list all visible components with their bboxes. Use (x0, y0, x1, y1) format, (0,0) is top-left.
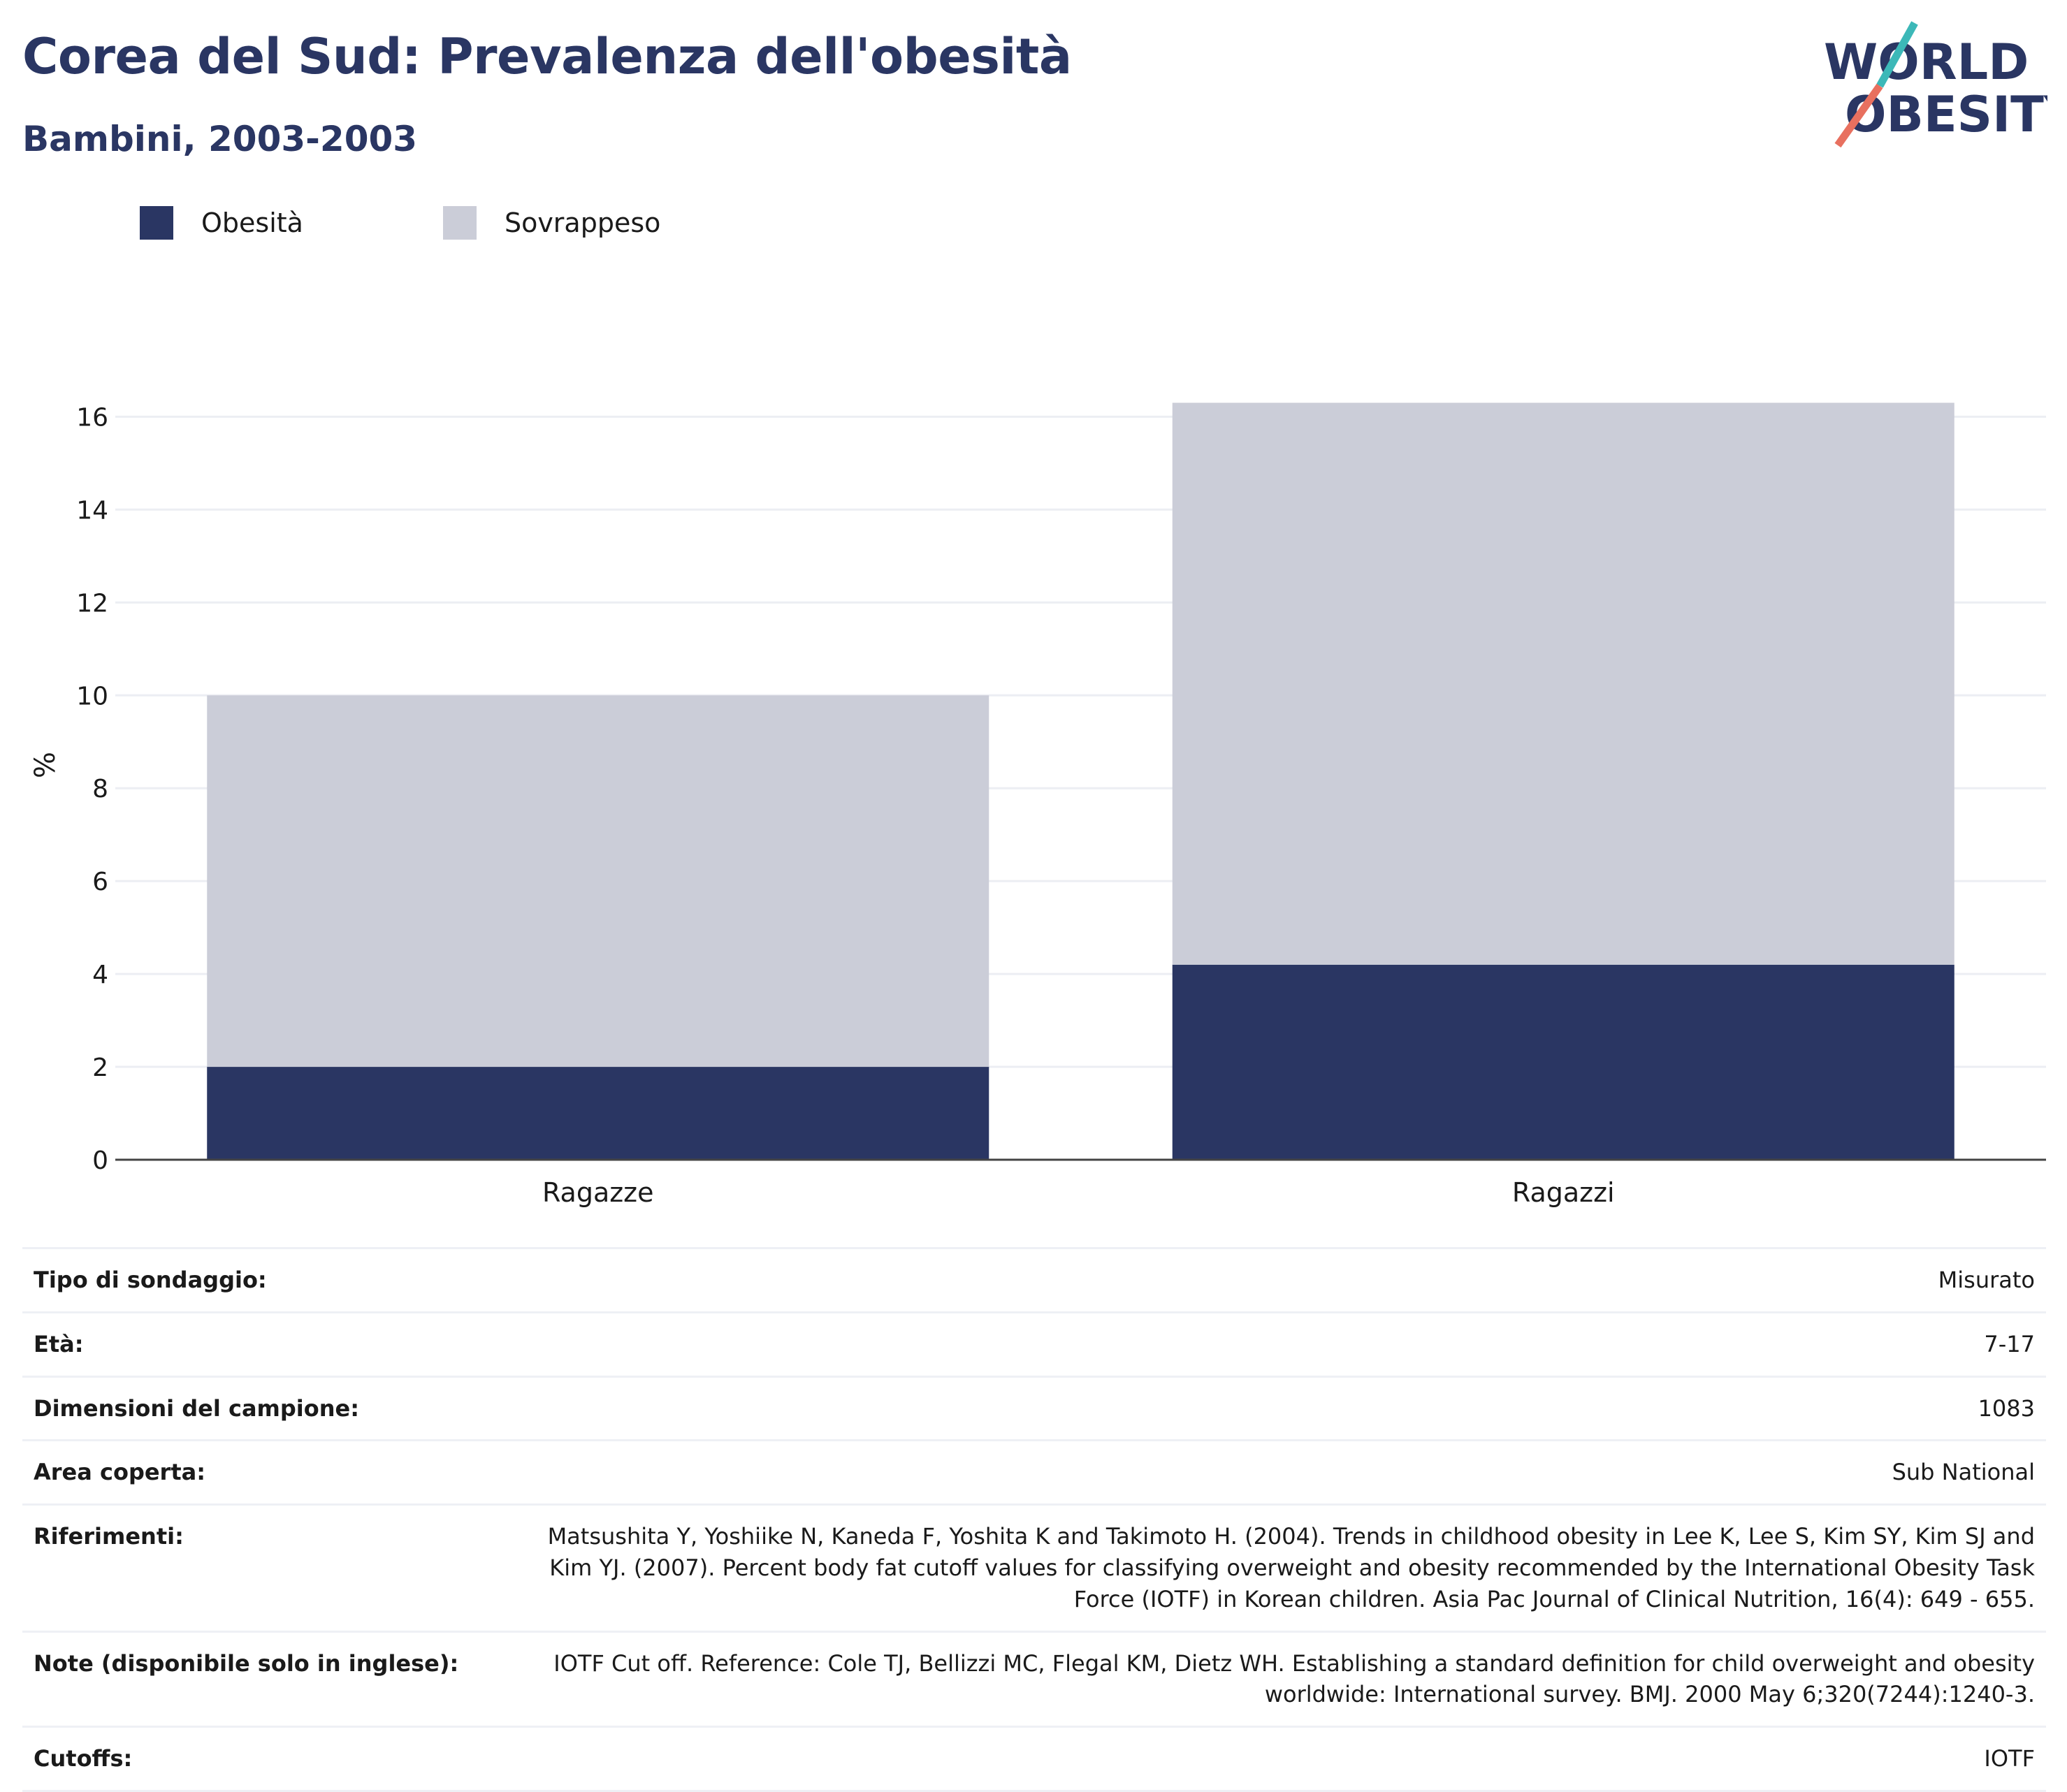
y-tick-label: 2 (92, 1054, 108, 1082)
world-obesity-logo: WORLD OBESITY (1824, 21, 2047, 148)
info-row: Riferimenti: Matsushita Y, Yoshiike N, Ka… (22, 1503, 2046, 1632)
x-tick-label: Ragazzi (1512, 1177, 1615, 1208)
logo-slash-teal (1876, 21, 1918, 88)
info-value: 7-17 (534, 1311, 2046, 1377)
logo-slash-coral (1834, 83, 1883, 148)
info-label: Area coperta: (22, 1439, 534, 1505)
info-label: Età: (22, 1311, 534, 1377)
info-row: Dimensioni del campione: 1083 (22, 1375, 2046, 1441)
y-tick-label: 14 (76, 496, 108, 525)
y-tick-label: 10 (76, 682, 108, 711)
legend-label-obesity: Obesità (201, 207, 303, 238)
bar-overweight (1172, 402, 1954, 965)
info-value: 1083 (534, 1375, 2046, 1441)
info-value: Sub National (534, 1439, 2046, 1505)
legend-item-obesity[interactable]: Obesità (140, 206, 303, 240)
bar-obesity (207, 1067, 989, 1160)
info-row: Cutoffs: IOTF (22, 1726, 2046, 1792)
info-label: Cutoffs: (22, 1726, 534, 1792)
survey-info-table: Tipo di sondaggio: Misurato Età: 7-17 Dimens… (22, 1247, 2046, 1792)
legend-label-overweight: Sovrappeso (504, 207, 661, 238)
info-row: Area coperta: Sub National (22, 1439, 2046, 1505)
chart-legend: Obesità Sovrappeso (140, 206, 800, 240)
y-tick-label: 8 (92, 775, 108, 803)
info-label: Dimensioni del campione: (22, 1375, 534, 1441)
x-tick-label: Ragazze (542, 1177, 654, 1208)
info-value: Misurato (534, 1247, 2046, 1313)
y-tick-label: 6 (92, 868, 108, 896)
y-axis-ticks: 0 2 4 6 8 10 12 14 16 (76, 403, 108, 1175)
x-axis-ticks: Ragazze Ragazzi (542, 1177, 1615, 1208)
info-value: IOTF (534, 1726, 2046, 1792)
chart-title: Corea del Sud: Prevalenza dell'obesità (22, 28, 1072, 85)
logo-word-world: WORLD (1824, 34, 2029, 91)
bar-chart: 0 2 4 6 8 10 12 14 16 Ragazze Ragazzi % (29, 402, 2046, 1208)
info-row: Tipo di sondaggio: Misurato (22, 1247, 2046, 1313)
bar-obesity (1172, 964, 1954, 1160)
y-tick-label: 12 (76, 589, 108, 618)
y-tick-label: 0 (92, 1146, 108, 1175)
y-tick-label: 16 (76, 403, 108, 432)
y-axis-label: % (29, 752, 61, 778)
info-label: Riferimenti: (22, 1503, 534, 1632)
chart-subtitle: Bambini, 2003-2003 (22, 119, 418, 159)
info-row: Note (disponibile solo in inglese): IOTF … (22, 1630, 2046, 1727)
bars (207, 402, 1954, 1160)
info-label: Note (disponibile solo in inglese): (22, 1630, 534, 1727)
y-tick-label: 4 (92, 961, 108, 989)
info-value: IOTF Cut off. Reference: Cole TJ, Belliz… (534, 1630, 2046, 1727)
legend-swatch-overweight (442, 206, 477, 240)
info-value: Matsushita Y, Yoshiike N, Kaneda F, Yosh… (534, 1503, 2046, 1632)
legend-swatch-obesity (140, 206, 173, 240)
info-row: Età: 7-17 (22, 1311, 2046, 1377)
bar-overweight (207, 695, 989, 1068)
legend-item-overweight[interactable]: Sovrappeso (442, 206, 661, 240)
logo-word-obesity: OBESITY (1845, 86, 2047, 143)
info-label: Tipo di sondaggio: (22, 1247, 534, 1313)
